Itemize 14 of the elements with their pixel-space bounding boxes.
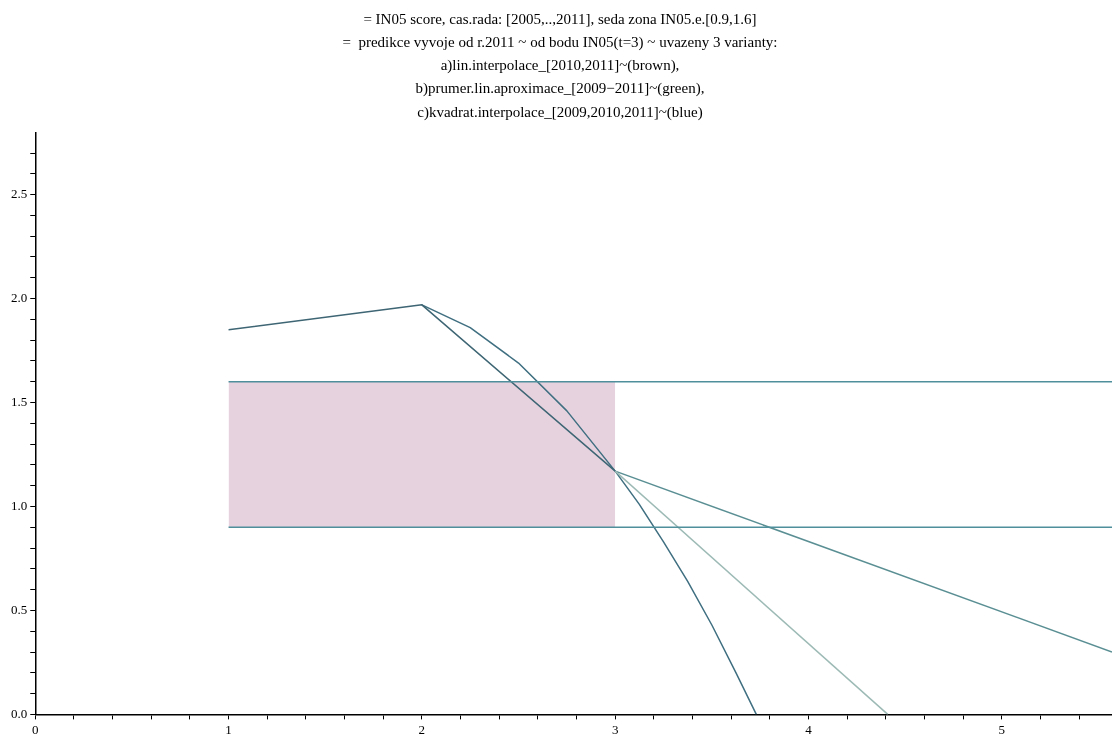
x-tick-label: 2 [418,721,426,737]
y-tick-label: 0.0 [11,705,28,721]
x-tick-label: 5 [998,721,1006,737]
y-tick-label: 1.5 [11,393,28,409]
chart-title: = IN05 score, cas.rada: [2005,..,2011], seda zona IN05.e.[0.9,1.6] [363,10,757,27]
x-tick-label: 1 [225,721,232,737]
x-tick-label: 4 [805,721,813,737]
y-tick-label: 0.5 [11,601,28,617]
chart-subtitle: = predikce vyvoje od r.2011 ~ od bodu IN05(t=3) ~ uvazeny 3 varianty: a)lin.interpolace_[2010,2011]~(brown), b)prumer.lin.aproximace_[2009−2011]~(green), c)kvadrat.interpolace_[2009,2010,2011]~(blue) [342,33,778,121]
x-tick-label: 0 [32,721,39,737]
y-tick-label: 2.5 [11,186,28,202]
x-tick-label: 3 [611,721,619,737]
y-tick-label: 2.0 [11,290,28,305]
y-tick-label: 1.0 [11,497,28,513]
